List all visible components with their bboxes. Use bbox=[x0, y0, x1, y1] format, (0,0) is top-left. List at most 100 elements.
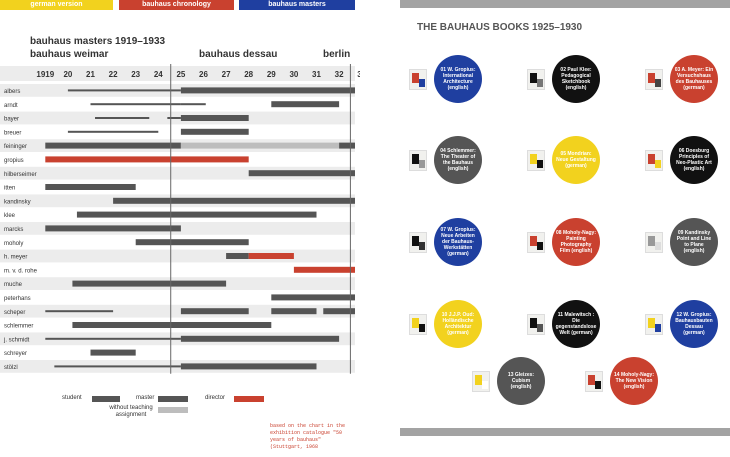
book-title-label: 08 Moholy-Nagy: Painting Photography Fil… bbox=[556, 230, 597, 254]
year-tick-label: 1919 bbox=[36, 70, 54, 79]
book-title-circle[interactable]: 12 W. Gropius: Bauhausbauten Dessau (ger… bbox=[670, 300, 718, 348]
nav-bauhaus-masters[interactable]: bauhaus masters bbox=[239, 0, 355, 10]
master-name-label: albers bbox=[4, 89, 20, 95]
chart-title: bauhaus masters 1919–1933 bbox=[30, 36, 166, 47]
bauhaus-book-item[interactable]: 09 Kandinsky Point and Line to Plane (en… bbox=[645, 218, 730, 268]
book-title-circle[interactable]: 07 W. Gropius: Neue Arbeiten der Bauhaus… bbox=[434, 218, 482, 266]
book-title-circle[interactable]: 08 Moholy-Nagy: Painting Photography Fil… bbox=[552, 218, 600, 266]
bauhaus-book-item[interactable]: 07 W. Gropius: Neue Arbeiten der Bauhaus… bbox=[409, 218, 504, 268]
book-title-circle[interactable]: 01 W. Gropius: International Architectur… bbox=[434, 55, 482, 103]
year-tick-label: 33 bbox=[357, 70, 360, 79]
bauhaus-book-item[interactable]: 06 Doesburg Principles of Neo-Plastic Ar… bbox=[645, 136, 730, 186]
timeline-bar-master bbox=[45, 225, 181, 232]
timeline-bar-student bbox=[67, 89, 181, 92]
book-title-circle[interactable]: 06 Doesburg Principles of Neo-Plastic Ar… bbox=[670, 136, 718, 184]
bauhaus-book-item[interactable]: 02 Paul Klee: Pedagogical Sketchbook (en… bbox=[527, 55, 622, 105]
master-name-label: kandinsky bbox=[4, 199, 31, 205]
book-title-circle[interactable]: 13 Gleizes: Cubism (english) bbox=[497, 357, 545, 405]
timeline-bar-master bbox=[76, 211, 317, 218]
book-title-circle[interactable]: 10 J.J.P. Oud: Holländische Architektur … bbox=[434, 300, 482, 348]
year-tick-label: 24 bbox=[154, 70, 163, 79]
timeline-bar-master bbox=[339, 142, 355, 149]
row-band bbox=[0, 249, 355, 263]
book-cover-thumbnail bbox=[527, 314, 545, 335]
bauhaus-book-item[interactable]: 12 W. Gropius: Bauhausbauten Dessau (ger… bbox=[645, 300, 730, 350]
timeline-bar-master bbox=[135, 239, 249, 246]
bauhaus-book-item[interactable]: 11 Malewitsch : Die gegenstandslose Welt… bbox=[527, 300, 622, 350]
book-title-circle[interactable]: 03 A. Meyer: Ein Versuchshaus des Bauhau… bbox=[670, 55, 718, 103]
year-tick-label: 29 bbox=[267, 70, 276, 79]
timeline-bar-student bbox=[180, 103, 206, 106]
top-grey-bar bbox=[400, 0, 730, 8]
timeline-bar-master bbox=[180, 308, 249, 315]
bauhaus-book-item[interactable]: 10 J.J.P. Oud: Holländische Architektur … bbox=[409, 300, 504, 350]
book-title-circle[interactable]: 02 Paul Klee: Pedagogical Sketchbook (en… bbox=[552, 55, 600, 103]
book-title-label: 14 Moholy-Nagy: The New Vision (english) bbox=[614, 372, 655, 390]
timeline-bar-master bbox=[180, 363, 317, 370]
legend-director-swatch bbox=[234, 396, 264, 402]
row-band bbox=[0, 304, 355, 318]
bauhaus-book-item[interactable]: 04 Schlemmer: The Theater of the Bauhaus… bbox=[409, 136, 504, 186]
book-cover-thumbnail bbox=[527, 150, 545, 171]
year-tick-label: 26 bbox=[199, 70, 208, 79]
book-title-circle[interactable]: 04 Schlemmer: The Theater of the Bauhaus… bbox=[434, 136, 482, 184]
year-tick-label: 30 bbox=[289, 70, 298, 79]
timeline-bar-student bbox=[167, 117, 181, 119]
master-name-label: m. v. d. rohe bbox=[4, 268, 38, 274]
master-name-label: scheper bbox=[4, 310, 25, 316]
timeline-bar-master bbox=[90, 349, 136, 356]
book-cover-thumbnail bbox=[472, 371, 490, 392]
master-name-label: h. meyer bbox=[4, 255, 27, 261]
timeline-bar-master bbox=[271, 308, 317, 315]
books-title: THE BAUHAUS BOOKS 1925–1930 bbox=[417, 22, 583, 33]
book-cover-thumbnail bbox=[527, 232, 545, 253]
timeline-bar-director bbox=[293, 266, 355, 273]
bauhaus-book-item[interactable]: 03 A. Meyer: Ein Versuchshaus des Bauhau… bbox=[645, 55, 730, 105]
timeline-bar-master bbox=[180, 335, 340, 342]
book-cover-thumbnail bbox=[409, 314, 427, 335]
year-header-band bbox=[0, 66, 355, 81]
nav-german-version[interactable]: german version bbox=[0, 0, 113, 10]
timeline-bar-student bbox=[90, 103, 181, 106]
master-name-label: peterhans bbox=[4, 296, 31, 302]
bauhaus-book-item[interactable]: 08 Moholy-Nagy: Painting Photography Fil… bbox=[527, 218, 622, 268]
bauhaus-book-item[interactable]: 13 Gleizes: Cubism (english) bbox=[472, 357, 567, 407]
book-title-label: 05 Mondrian: Neue Gestaltung (german) bbox=[556, 151, 596, 169]
book-cover-thumbnail bbox=[645, 314, 663, 335]
timeline-bar-without-teaching-assignment bbox=[180, 142, 340, 149]
masters-timeline-chart: 1919 20 21 22 23 24 25 26 27 28 29 30 31 32 33 albers ar… bbox=[0, 64, 360, 374]
book-cover-thumbnail bbox=[645, 232, 663, 253]
year-tick-label: 25 bbox=[176, 70, 185, 79]
master-name-label: itten bbox=[4, 186, 15, 192]
period-berlin-label: berlin bbox=[323, 49, 351, 60]
year-tick-label: 27 bbox=[222, 70, 231, 79]
master-name-label: muche bbox=[4, 282, 23, 288]
year-tick-label: 28 bbox=[244, 70, 253, 79]
bauhaus-book-item[interactable]: 01 W. Gropius: International Architectur… bbox=[409, 55, 504, 105]
timeline-bar-master bbox=[180, 115, 249, 121]
book-title-label: 03 A. Meyer: Ein Versuchshaus des Bauhau… bbox=[674, 67, 714, 91]
book-title-circle[interactable]: 09 Kandinsky Point and Line to Plane (en… bbox=[670, 218, 718, 266]
year-tick-label: 32 bbox=[335, 70, 344, 79]
timeline-bar-student bbox=[95, 117, 150, 119]
book-cover-thumbnail bbox=[585, 371, 603, 392]
timeline-bar-master bbox=[180, 87, 355, 94]
book-title-circle[interactable]: 05 Mondrian: Neue Gestaltung (german) bbox=[552, 136, 600, 184]
bauhaus-book-item[interactable]: 05 Mondrian: Neue Gestaltung (german) bbox=[527, 136, 622, 186]
book-cover-thumbnail bbox=[527, 69, 545, 90]
book-cover-thumbnail bbox=[645, 150, 663, 171]
bottom-grey-bar bbox=[400, 428, 730, 436]
master-name-label: schlemmer bbox=[4, 324, 33, 330]
legend-master-swatch bbox=[158, 396, 188, 402]
book-title-circle[interactable]: 11 Malewitsch : Die gegenstandslose Welt… bbox=[552, 300, 600, 348]
master-name-label: stölzl bbox=[4, 365, 18, 371]
master-name-label: gropius bbox=[4, 158, 24, 164]
master-name-label: breuer bbox=[4, 130, 21, 136]
timeline-bar-student bbox=[67, 130, 159, 133]
bauhaus-book-item[interactable]: 14 Moholy-Nagy: The New Vision (english) bbox=[585, 357, 680, 407]
year-tick-label: 22 bbox=[109, 70, 118, 79]
bauhaus-masters-panel: german version bauhaus chronology bauhau… bbox=[0, 0, 360, 457]
nav-bauhaus-chronology[interactable]: bauhaus chronology bbox=[119, 0, 234, 10]
book-title-label: 06 Doesburg Principles of Neo-Plastic Ar… bbox=[676, 148, 712, 172]
book-title-circle[interactable]: 14 Moholy-Nagy: The New Vision (english) bbox=[610, 357, 658, 405]
